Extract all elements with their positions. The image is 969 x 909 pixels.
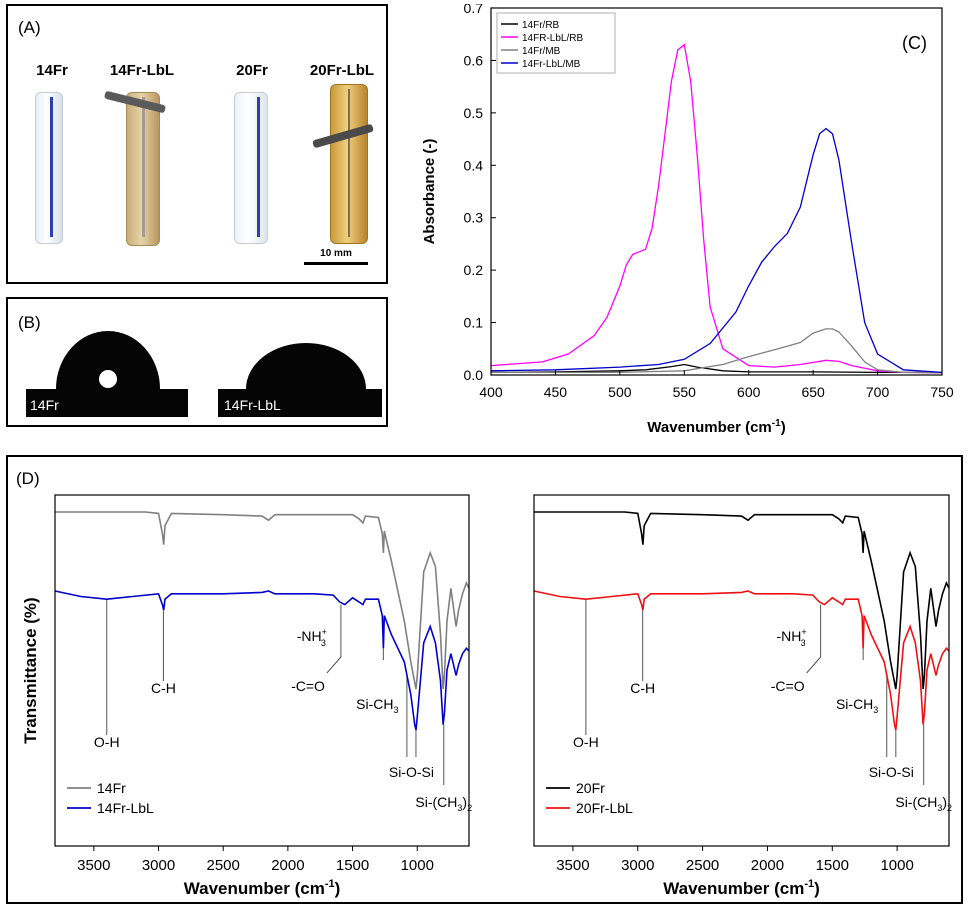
x-tick-label: 500 [608,384,632,400]
x-tick-label: 750 [930,384,954,400]
x-tick-label: 1500 [816,857,849,874]
tube-14fr-image [35,92,63,244]
annotation-label: -C=O [771,678,805,694]
legend-label: 14Fr/RB [522,20,560,31]
y-axis-label: Transmittance (%) [21,597,40,743]
panel-b: (B) 14Fr 14Fr-LbL [6,297,388,427]
ftir-charts: O-H C-H -C=O -NH+ 3 Si-CH3 Si-O-Si Si-(CH3)2 350… [21,494,952,898]
x-axis-label: Wavenumber (cm-1) [184,878,341,898]
panel-a: (A) 14Fr 14Fr-LbL 20Fr 20Fr-LbL 10 mm [6,4,388,284]
tube-20fr-image [234,92,268,244]
y-tick-label: 0.1 [464,315,484,331]
y-tick-label: 0.3 [464,210,484,226]
absorbance-chart: 400 450 500 550 600 650 700 750 0.0 0.1 0.2 0.3 0.4 0… [421,0,954,436]
x-tick-label: 550 [673,384,697,400]
y-tick-label: 0.2 [464,262,484,278]
annotation-label: Si-(CH3)2 [415,794,472,813]
series-line-14fr-rb [490,363,942,374]
series-line-14fr-mb [491,328,943,374]
tube-14fr-lbl-image [126,92,160,246]
drop-label-14fr-lbl: 14Fr-LbL [224,397,281,413]
y-axis-label: Absorbance (-) [421,139,438,245]
x-tick-label: 3000 [621,857,654,874]
annotation-label: C-H [151,680,176,696]
sample-label-14fr-lbl: 14Fr-LbL [109,62,175,79]
annotation-label: O-H [94,734,120,750]
substrate-left [26,389,188,417]
annotation-leader [806,604,822,674]
panel-d: (D) O-H C-H -C=O -NH+ 3 Si-CH3 Si-O-Si Si-(CH3)… [6,455,963,904]
x-tick-label: 3000 [142,857,175,874]
droplet-14fr-highlight [99,370,117,388]
x-tick-label: 2000 [751,857,784,874]
annotation-leader [326,604,342,674]
sample-label-20fr-lbl: 20Fr-LbL [309,62,375,79]
x-tick-label: 2000 [271,857,304,874]
annotation-label: Si-(CH3)2 [895,794,952,813]
x-tick-label: 3500 [556,857,589,874]
x-tick-label: 1000 [880,857,913,874]
series-line-14fr-lbl-mb [490,127,943,374]
sample-label-20fr: 20Fr [236,62,268,79]
plot-frame [490,7,943,376]
legend-label: 14FR-LbL/RB [522,33,583,44]
droplet-14fr-lbl [246,343,366,389]
legend-label: 14Fr [97,780,126,796]
annotation-label: Si-O-Si [389,764,434,780]
series-line-14fr-lbl-rb [490,43,943,374]
annotation-label: Si-O-Si [869,764,914,780]
y-tick-label: 0.4 [464,157,484,173]
x-tick-label: 3500 [77,857,110,874]
annotation-label: O-H [573,734,599,750]
annotation-label: -C=O [291,678,325,694]
x-tick-label: 1000 [401,857,434,874]
x-axis-label: Wavenumber (cm-1) [647,418,785,436]
x-tick-label: 400 [479,384,503,400]
x-tick-label: 2500 [686,857,719,874]
plot-frame [533,494,950,847]
sample-label-14fr: 14Fr [36,62,68,79]
annotation-label: C-H [630,680,655,696]
plot-frame [54,494,470,847]
panel-c-label: (C) [902,33,927,53]
series-line-14fr-lbl [54,590,470,731]
legend-label: 14Fr-LbL [97,800,154,816]
y-tick-label: 0.7 [464,4,484,16]
scale-bar-label: 10 mm [320,248,352,259]
x-axis-label: Wavenumber (cm-1) [663,878,820,898]
tube-20fr-lbl-image [330,84,368,244]
y-tick-label: 0.6 [464,52,484,68]
droplet-14fr [56,331,160,389]
x-tick-label: 700 [866,384,890,400]
legend-label: 14Fr-LbL/MB [522,59,581,70]
legend-label: 14Fr/MB [522,46,561,57]
annotation-label: -NH+ 3 [297,627,327,648]
legend-label: 20Fr-LbL [576,800,633,816]
panel-c: 400 450 500 550 600 650 700 750 0.0 0.1 0.2 0.3 0.4 0… [394,0,963,438]
annotation-label: Si-CH3 [836,696,878,715]
x-tick-label: 600 [737,384,761,400]
substrate-right [218,389,382,417]
series-line-20fr [534,511,950,690]
y-tick-label: 0.5 [464,105,484,121]
x-tick-label: 1500 [336,857,369,874]
panel-a-label: (A) [18,18,41,37]
annotation-label: Si-CH3 [356,696,398,715]
droplet-images [26,331,382,417]
series-line-14fr [55,511,470,690]
panel-b-label: (B) [18,313,41,332]
y-tick-label: 0.0 [464,367,484,383]
x-tick-label: 650 [801,384,825,400]
panel-d-label: (D) [16,469,40,488]
x-tick-label: 2500 [207,857,240,874]
legend-label: 20Fr [576,780,605,796]
x-tick-label: 450 [544,384,568,400]
drop-label-14fr: 14Fr [30,397,59,413]
annotation-label: -NH+ 3 [776,627,806,648]
scale-bar-line [304,262,368,265]
series-line-20fr-lbl [533,590,950,731]
